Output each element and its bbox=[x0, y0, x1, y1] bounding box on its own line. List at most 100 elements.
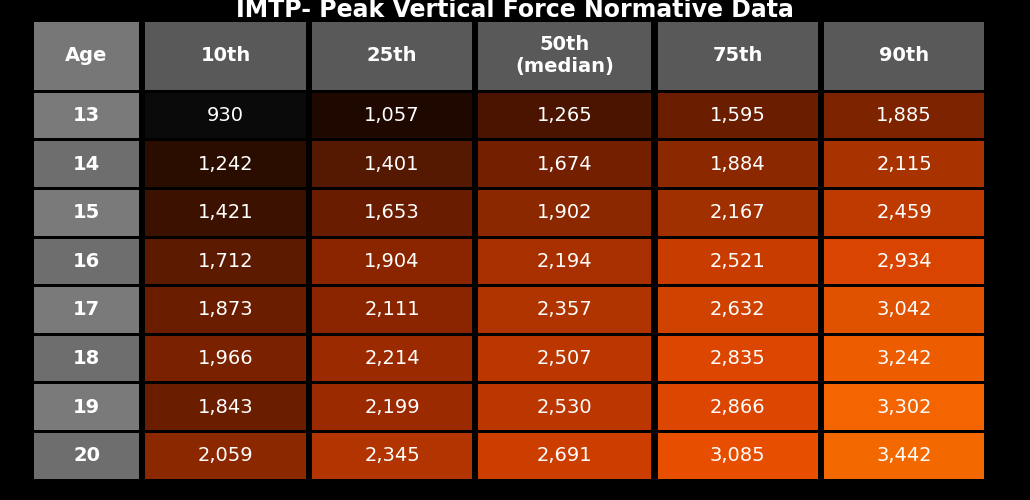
Text: 20: 20 bbox=[73, 446, 100, 465]
Text: Age: Age bbox=[65, 46, 108, 65]
Bar bbox=[478, 384, 651, 430]
Bar bbox=[145, 336, 306, 382]
Text: 18: 18 bbox=[73, 349, 100, 368]
Text: 90th: 90th bbox=[880, 46, 929, 65]
Bar bbox=[824, 142, 985, 187]
Bar bbox=[145, 384, 306, 430]
Text: 3,442: 3,442 bbox=[877, 446, 932, 465]
Bar bbox=[824, 287, 985, 333]
Text: 2,530: 2,530 bbox=[537, 398, 592, 416]
Text: 16: 16 bbox=[73, 252, 100, 271]
Text: 75th: 75th bbox=[713, 46, 763, 65]
Bar bbox=[34, 336, 139, 382]
Text: 3,302: 3,302 bbox=[877, 398, 932, 416]
Text: 2,934: 2,934 bbox=[877, 252, 932, 271]
Bar bbox=[34, 433, 139, 478]
Bar bbox=[34, 238, 139, 284]
Bar bbox=[145, 22, 306, 90]
Text: 14: 14 bbox=[73, 154, 100, 174]
Text: 1,674: 1,674 bbox=[537, 154, 592, 174]
Bar bbox=[657, 22, 818, 90]
Bar bbox=[657, 287, 818, 333]
Bar bbox=[657, 238, 818, 284]
Bar bbox=[145, 142, 306, 187]
Bar bbox=[824, 190, 985, 236]
Text: 15: 15 bbox=[73, 204, 100, 223]
Bar bbox=[478, 238, 651, 284]
Text: 19: 19 bbox=[73, 398, 100, 416]
Bar bbox=[657, 190, 818, 236]
Text: 1,843: 1,843 bbox=[198, 398, 253, 416]
Bar bbox=[478, 336, 651, 382]
Bar bbox=[312, 22, 472, 90]
Bar bbox=[824, 433, 985, 478]
Text: 2,521: 2,521 bbox=[710, 252, 765, 271]
Text: 1,873: 1,873 bbox=[198, 300, 253, 320]
Bar bbox=[657, 93, 818, 138]
Bar bbox=[478, 433, 651, 478]
Bar bbox=[34, 384, 139, 430]
Text: 2,111: 2,111 bbox=[365, 300, 420, 320]
Text: 1,653: 1,653 bbox=[365, 204, 420, 223]
Bar bbox=[312, 433, 472, 478]
Text: 930: 930 bbox=[207, 106, 244, 125]
Text: 13: 13 bbox=[73, 106, 100, 125]
Bar bbox=[34, 93, 139, 138]
Bar bbox=[312, 93, 472, 138]
Text: 2,059: 2,059 bbox=[198, 446, 253, 465]
Bar bbox=[824, 22, 985, 90]
Text: 1,401: 1,401 bbox=[365, 154, 420, 174]
Bar bbox=[312, 336, 472, 382]
Text: 1,902: 1,902 bbox=[537, 204, 592, 223]
Bar bbox=[824, 238, 985, 284]
Text: 1,885: 1,885 bbox=[877, 106, 932, 125]
Bar bbox=[478, 142, 651, 187]
Text: 3,242: 3,242 bbox=[877, 349, 932, 368]
Bar bbox=[145, 190, 306, 236]
Text: 1,265: 1,265 bbox=[537, 106, 592, 125]
Text: 1,884: 1,884 bbox=[710, 154, 765, 174]
Bar bbox=[312, 384, 472, 430]
Bar bbox=[824, 336, 985, 382]
Bar bbox=[824, 384, 985, 430]
Bar bbox=[34, 287, 139, 333]
Bar bbox=[34, 190, 139, 236]
Text: 2,115: 2,115 bbox=[877, 154, 932, 174]
Bar bbox=[145, 93, 306, 138]
Bar bbox=[312, 190, 472, 236]
Text: 2,632: 2,632 bbox=[710, 300, 765, 320]
Bar bbox=[145, 238, 306, 284]
Text: 2,167: 2,167 bbox=[710, 204, 765, 223]
Bar bbox=[824, 93, 985, 138]
Text: 1,712: 1,712 bbox=[198, 252, 253, 271]
Text: 2,194: 2,194 bbox=[537, 252, 592, 271]
Text: 2,459: 2,459 bbox=[877, 204, 932, 223]
Text: 2,507: 2,507 bbox=[537, 349, 592, 368]
Text: IMTP- Peak Vertical Force Normative Data: IMTP- Peak Vertical Force Normative Data bbox=[236, 0, 794, 22]
Bar bbox=[478, 190, 651, 236]
Text: 1,242: 1,242 bbox=[198, 154, 253, 174]
Bar bbox=[657, 384, 818, 430]
Text: 1,966: 1,966 bbox=[198, 349, 253, 368]
Bar bbox=[478, 93, 651, 138]
Bar bbox=[657, 433, 818, 478]
Text: 1,595: 1,595 bbox=[710, 106, 765, 125]
Bar bbox=[478, 287, 651, 333]
Bar bbox=[145, 433, 306, 478]
Text: 3,042: 3,042 bbox=[877, 300, 932, 320]
Text: 2,214: 2,214 bbox=[365, 349, 420, 368]
Bar bbox=[312, 238, 472, 284]
Bar bbox=[312, 142, 472, 187]
Text: 2,691: 2,691 bbox=[537, 446, 592, 465]
Text: 17: 17 bbox=[73, 300, 100, 320]
Text: 2,835: 2,835 bbox=[710, 349, 765, 368]
Text: 10th: 10th bbox=[201, 46, 250, 65]
Bar bbox=[657, 336, 818, 382]
Bar bbox=[145, 287, 306, 333]
Bar bbox=[657, 142, 818, 187]
Text: 50th
(median): 50th (median) bbox=[515, 35, 614, 76]
Text: 1,904: 1,904 bbox=[365, 252, 420, 271]
Bar bbox=[478, 22, 651, 90]
Bar bbox=[312, 287, 472, 333]
Text: 2,199: 2,199 bbox=[365, 398, 420, 416]
